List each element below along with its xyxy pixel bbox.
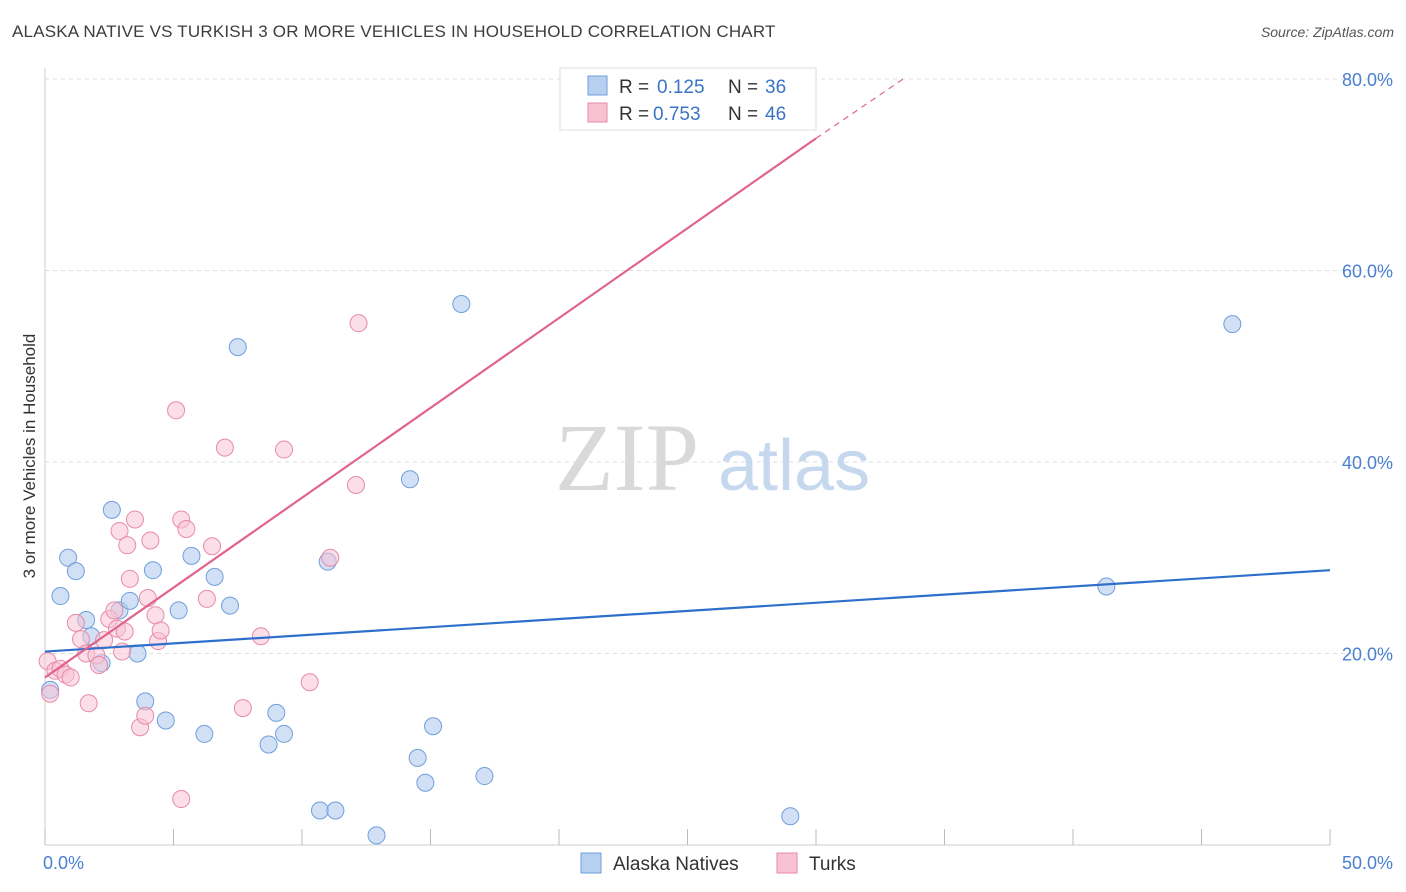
y-tick-label: 80.0% [1342, 70, 1393, 90]
legend-n-value-2: 46 [765, 104, 786, 125]
data-point-turks [66, 613, 85, 632]
data-point-alaska-natives [120, 591, 139, 610]
trendlines [44, 76, 1331, 679]
data-point-turks [251, 627, 270, 646]
data-point-alaska-natives [259, 735, 278, 754]
data-point-alaska-natives [102, 500, 121, 519]
y-tick-label: 60.0% [1342, 262, 1393, 282]
data-point-turks [275, 440, 294, 459]
tick-labels: 20.0% 40.0% 60.0% 80.0% 0.0% 50.0% [43, 70, 1393, 873]
data-point-alaska-natives [275, 724, 294, 743]
legend-r-value-1: 0.125 [657, 77, 705, 98]
data-point-alaska-natives [475, 767, 494, 786]
data-point-turks [110, 521, 129, 540]
data-point-turks [125, 510, 144, 529]
data-point-alaska-natives [59, 548, 78, 567]
legend-r-label-2: R = [619, 104, 649, 125]
series-turks-points [38, 81, 813, 809]
data-point-alaska-natives [326, 801, 345, 820]
data-point-alaska-natives [221, 596, 240, 615]
data-point-alaska-natives [143, 561, 162, 580]
data-point-alaska-natives [781, 807, 800, 826]
legend-n-value-1: 36 [765, 77, 786, 98]
data-point-alaska-natives [416, 773, 435, 792]
data-point-alaska-natives [452, 295, 471, 314]
watermark-atlas: atlas [718, 426, 870, 506]
data-point-turks [349, 314, 368, 333]
data-point-turks [120, 569, 139, 588]
legend-r-value-2: 0.753 [653, 104, 701, 125]
data-point-turks [138, 588, 157, 607]
data-point-turks [300, 673, 319, 692]
data-point-alaska-natives [156, 711, 175, 730]
legend-n-label-2: N = [728, 104, 758, 125]
data-point-turks [346, 475, 365, 494]
bottom-legend-swatch-pink [776, 852, 798, 874]
data-point-turks [105, 601, 124, 620]
data-point-alaska-natives [310, 801, 329, 820]
data-point-alaska-natives [195, 724, 214, 743]
data-point-alaska-natives [169, 601, 188, 620]
watermark-zip: ZIP [555, 404, 699, 511]
data-point-alaska-natives [424, 717, 443, 736]
legend-swatch-blue [587, 75, 608, 96]
stats-legend: R = 0.125 N = 36 R = 0.753 N = 46 [559, 67, 817, 131]
data-point-turks [79, 694, 98, 713]
data-point-alaska-natives [228, 338, 247, 357]
y-tick-label: 40.0% [1342, 453, 1393, 473]
series-alaska-natives-points [41, 295, 1242, 845]
data-point-turks [41, 684, 60, 703]
data-point-turks [61, 668, 80, 687]
data-point-turks [233, 699, 252, 718]
data-point-turks [321, 548, 340, 567]
trendline-turks-extension [815, 76, 907, 139]
data-point-alaska-natives [367, 826, 386, 845]
legend-swatch-pink [587, 102, 608, 123]
bottom-legend-swatch-blue [580, 852, 602, 874]
data-point-alaska-natives [267, 703, 286, 722]
x-tick-label: 0.0% [43, 853, 84, 873]
trendline-alaska-natives [44, 569, 1331, 653]
data-point-alaska-natives [66, 562, 85, 581]
data-point-alaska-natives [408, 748, 427, 767]
data-point-alaska-natives [51, 587, 70, 606]
data-point-turks [89, 655, 108, 674]
data-point-turks [172, 790, 191, 809]
data-point-alaska-natives [182, 546, 201, 565]
data-point-turks [203, 537, 222, 556]
gridlines [45, 78, 1392, 654]
trendline-turks [44, 137, 817, 679]
data-point-alaska-natives [128, 644, 147, 663]
data-point-alaska-natives [1223, 315, 1242, 334]
data-point-turks [151, 621, 170, 640]
data-point-alaska-natives [400, 470, 419, 489]
data-point-turks [215, 438, 234, 457]
data-point-turks [167, 401, 186, 420]
series-legend: Alaska Natives Turks [580, 852, 856, 875]
legend-n-label-1: N = [728, 77, 758, 98]
source-label: Source: ZipAtlas.com [1260, 24, 1394, 40]
bottom-legend-label-1: Alaska Natives [613, 854, 739, 875]
data-point-turks [136, 706, 155, 725]
y-axis-label: 3 or more Vehicles in Household [20, 334, 39, 579]
legend-r-label-1: R = [619, 77, 649, 98]
data-point-turks [141, 531, 160, 550]
x-tick-label: 50.0% [1342, 853, 1393, 873]
data-point-turks [146, 606, 165, 625]
data-point-alaska-natives [205, 567, 224, 586]
axes [44, 68, 1331, 846]
data-point-turks [118, 536, 137, 555]
bottom-legend-label-2: Turks [809, 854, 856, 875]
chart-title: ALASKA NATIVE VS TURKISH 3 OR MORE VEHIC… [12, 22, 776, 41]
data-point-alaska-natives [1097, 577, 1116, 596]
data-point-turks [177, 520, 196, 539]
y-tick-label: 20.0% [1342, 645, 1393, 665]
data-point-turks [197, 589, 216, 608]
